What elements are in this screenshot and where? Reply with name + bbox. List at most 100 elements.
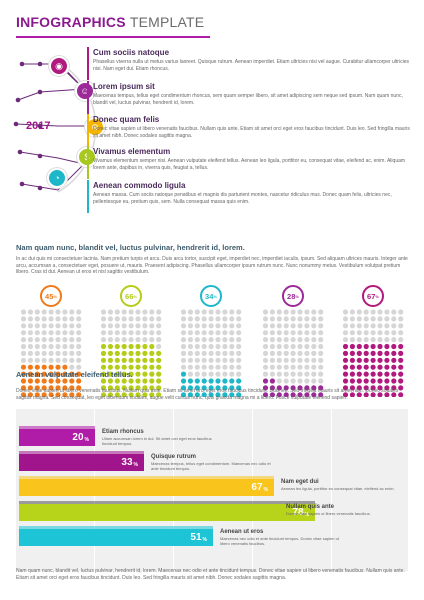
filled-dot: [180, 371, 187, 377]
filled-dot: [142, 392, 148, 397]
empty-dot: [208, 309, 214, 315]
empty-dot: [370, 309, 376, 315]
empty-dot: [384, 337, 390, 343]
filled-dot: [41, 371, 47, 377]
person-icon: ☺: [75, 81, 95, 101]
empty-dot: [135, 330, 141, 336]
empty-dot: [222, 371, 228, 377]
timeline-item-text: Aenean massa. Cum sociis natoque penatib…: [93, 192, 392, 205]
filled-dot: [27, 392, 33, 397]
empty-dot: [187, 350, 193, 356]
timeline-item-accent: [87, 114, 89, 147]
filled-dot: [62, 385, 68, 391]
empty-dot: [208, 323, 214, 329]
filled-dot: [349, 364, 355, 370]
empty-dot: [262, 337, 269, 343]
filled-dot: [349, 385, 355, 391]
empty-dot: [311, 316, 317, 322]
empty-dot: [283, 309, 289, 315]
empty-dot: [194, 330, 200, 336]
empty-dot: [276, 316, 282, 322]
empty-dot: [304, 337, 310, 343]
empty-dot: [290, 343, 296, 350]
empty-dot: [297, 350, 303, 356]
empty-dot: [69, 357, 75, 363]
filled-dot: [156, 357, 162, 363]
title-light: TEMPLATE: [129, 14, 205, 30]
empty-dot: [304, 316, 310, 322]
empty-dot: [283, 330, 289, 336]
empty-dot: [318, 357, 324, 363]
empty-dot: [269, 330, 275, 336]
empty-dot: [27, 323, 33, 329]
filled-dot: [363, 343, 369, 350]
empty-dot: [370, 323, 376, 329]
empty-dot: [311, 364, 317, 370]
empty-dot: [290, 316, 296, 322]
empty-dot: [180, 330, 187, 336]
filled-dot: [128, 392, 134, 397]
empty-dot: [290, 323, 296, 329]
filled-dot: [398, 378, 404, 384]
section1-title: Nam quam nunc, blandit vel, luctus pulvi…: [16, 243, 245, 252]
bar-label-title: Aenean ut eros: [220, 529, 264, 535]
empty-dot: [318, 378, 324, 384]
empty-dot: [187, 343, 193, 350]
filled-dot: [342, 371, 349, 377]
filled-dot: [100, 371, 107, 377]
filled-dot: [76, 378, 82, 384]
empty-dot: [363, 323, 369, 329]
header: INFOGRAPHICS TEMPLATE: [16, 14, 216, 38]
filled-dot: [377, 392, 383, 397]
filled-dot: [398, 343, 404, 350]
empty-dot: [222, 316, 228, 322]
filled-dot: [187, 392, 193, 397]
stat-percent-value: 67: [367, 291, 376, 301]
empty-dot: [100, 309, 107, 315]
filled-dot: [349, 392, 355, 397]
filled-dot: [114, 392, 120, 397]
empty-dot: [215, 330, 221, 336]
filled-dot: [384, 364, 390, 370]
filled-dot: [100, 357, 107, 363]
filled-dot: [76, 392, 82, 397]
empty-dot: [156, 309, 162, 315]
filled-dot: [236, 392, 242, 397]
empty-dot: [34, 350, 40, 356]
filled-dot: [290, 385, 296, 391]
empty-dot: [180, 350, 187, 356]
stat-percent-ring: 66%: [120, 285, 142, 307]
filled-dot: [262, 392, 269, 397]
empty-dot: [149, 309, 155, 315]
filled-dot: [114, 371, 120, 377]
empty-dot: [215, 316, 221, 322]
bar-value-unit: %: [84, 436, 89, 443]
empty-dot: [27, 316, 33, 322]
empty-dot: [370, 330, 376, 336]
filled-dot: [201, 392, 207, 397]
filled-dot: [363, 364, 369, 370]
filled-dot: [391, 357, 397, 363]
empty-dot: [391, 330, 397, 336]
empty-dot: [27, 309, 33, 315]
empty-dot: [208, 330, 214, 336]
stat-percent-ring: 34%: [200, 285, 222, 307]
filled-dot: [34, 385, 40, 391]
empty-dot: [269, 350, 275, 356]
empty-dot: [107, 316, 113, 322]
empty-dot: [290, 330, 296, 336]
empty-dot: [180, 343, 187, 350]
empty-dot: [76, 323, 82, 329]
timeline-item-title: Donec quam felis: [93, 115, 160, 124]
empty-dot: [69, 309, 75, 315]
empty-dot: [27, 357, 33, 363]
filled-dot: [121, 350, 127, 356]
timeline-item: Donec quam felis Donec vitae sapien ut li…: [87, 114, 417, 147]
filled-dot: [114, 343, 120, 350]
filled-dot: [48, 371, 54, 377]
filled-dot: [128, 343, 134, 350]
filled-dot: [180, 385, 187, 391]
empty-dot: [48, 330, 54, 336]
empty-dot: [62, 357, 68, 363]
filled-dot: [121, 378, 127, 384]
